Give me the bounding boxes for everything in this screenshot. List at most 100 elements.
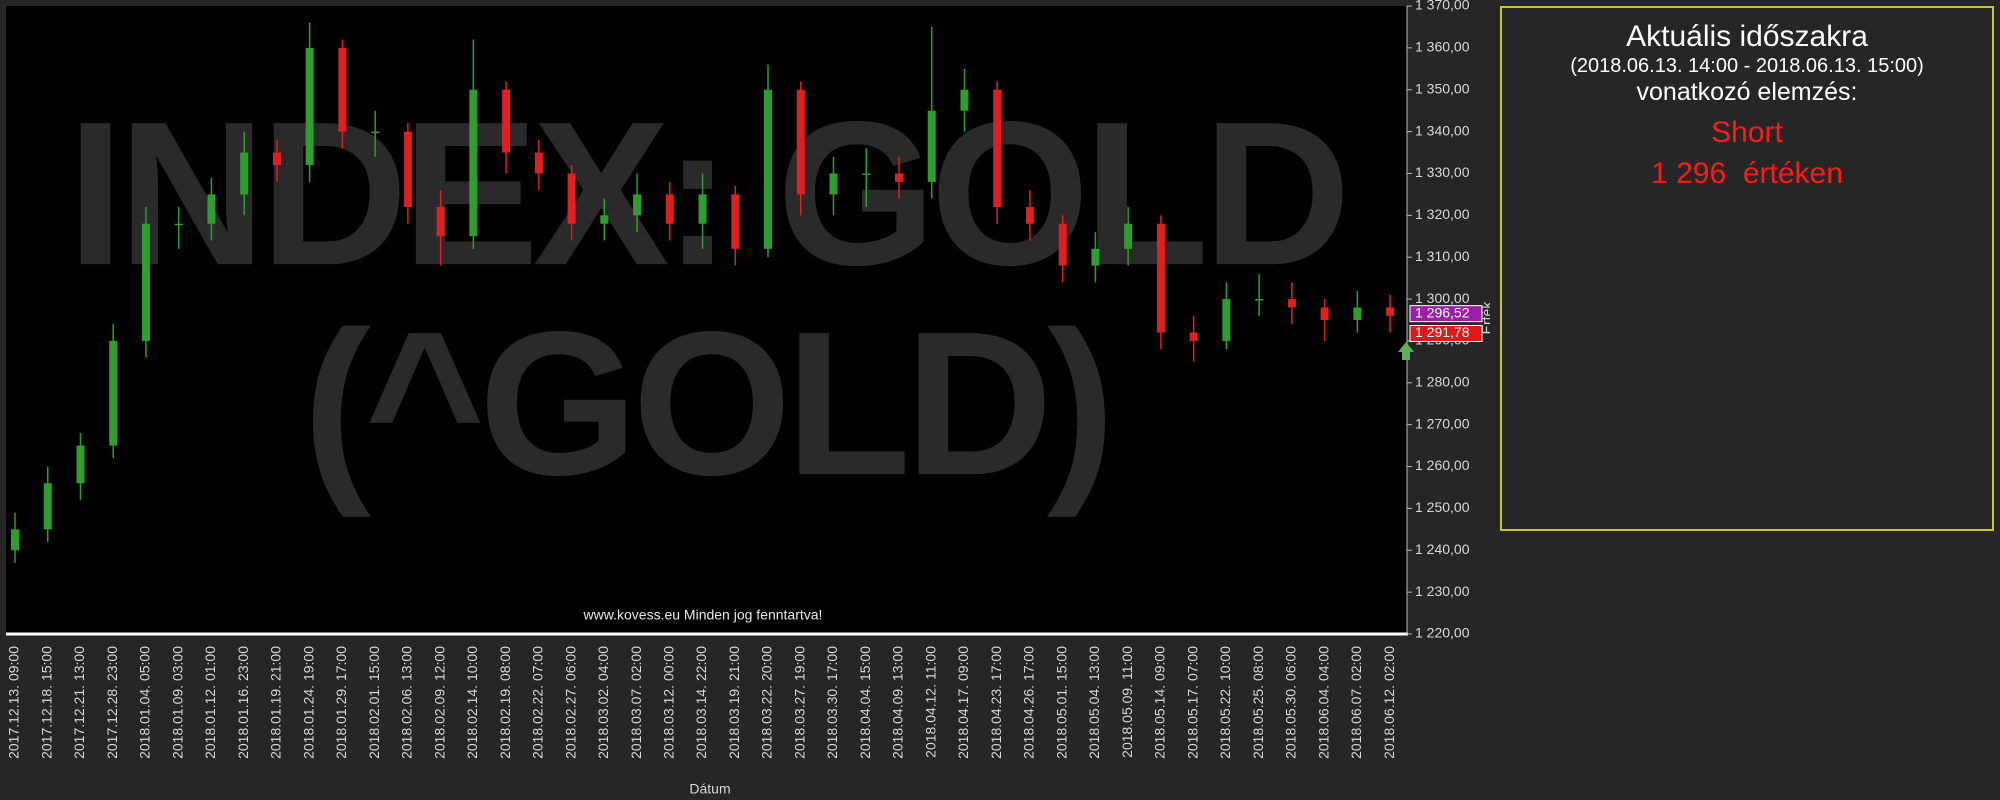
x-tick-label: 2018.01.16. 23:00 (235, 646, 251, 759)
y-tick-label: 1 330,00 (1415, 164, 1470, 180)
y-tick-label: 1 230,00 (1415, 583, 1470, 599)
x-tick-label: 2017.12.13. 09:00 (6, 646, 22, 759)
candle-body (894, 173, 903, 182)
x-tick-label: 2018.01.24. 19:00 (300, 646, 316, 759)
candle-body (272, 152, 281, 166)
candle-body (1091, 248, 1100, 266)
candle-body (665, 194, 674, 224)
candle-body (1124, 223, 1133, 249)
candle-body (76, 445, 85, 484)
y-tick-label: 1 310,00 (1415, 248, 1470, 264)
candle-body (1222, 299, 1231, 341)
candle-body (764, 89, 773, 249)
x-tick-label: 2018.05.01. 15:00 (1053, 646, 1069, 759)
x-tick-label: 2018.04.26. 17:00 (1021, 646, 1037, 759)
watermark: (^GOLD) (303, 289, 1109, 518)
candle-body (469, 89, 478, 237)
candle-body (1255, 299, 1264, 301)
x-tick-label: 2018.02.06. 13:00 (399, 646, 415, 759)
candle-body (338, 47, 347, 132)
panel-level: 1 296 értéken (1651, 156, 1843, 190)
x-tick-label: 2018.03.22. 20:00 (759, 646, 775, 759)
y-tick-label: 1 350,00 (1415, 80, 1470, 96)
y-tick-label: 1 240,00 (1415, 541, 1470, 557)
y-axis-title: Érték (1479, 301, 1490, 335)
x-tick-label: 2018.05.14. 09:00 (1152, 646, 1168, 759)
y-tick-label: 1 250,00 (1415, 499, 1470, 515)
y-tick-label: 1 370,00 (1415, 0, 1470, 13)
x-tick-label: 2017.12.18. 15:00 (38, 646, 54, 759)
x-tick-label: 2018.02.09. 12:00 (431, 646, 447, 759)
candle-body (993, 89, 1002, 207)
footer: www.kovess.eu Minden jog fenntartva! (583, 607, 823, 623)
x-tick-label: 2018.05.04. 13:00 (1086, 646, 1102, 759)
signal-arrow (1398, 342, 1414, 360)
price-marker (1409, 305, 1483, 323)
candle-body (1320, 307, 1329, 320)
candle-body (207, 194, 216, 224)
candle-body (1386, 307, 1395, 316)
price-marker (1409, 324, 1483, 342)
candle-body (1025, 206, 1034, 224)
candle-body (502, 89, 511, 153)
candle-body (240, 152, 249, 195)
candle-body (109, 340, 118, 446)
x-tick-label: 2017.12.21. 13:00 (71, 646, 87, 759)
y-tick-label: 1 220,00 (1415, 625, 1470, 641)
x-tick-label: 2018.06.04. 04:00 (1315, 646, 1331, 759)
candle-body (1058, 223, 1067, 266)
x-tick-label: 2018.03.14. 22:00 (693, 646, 709, 759)
x-tick-label: 2018.05.17. 07:00 (1184, 646, 1200, 759)
candle-body (1287, 299, 1296, 308)
x-tick-label: 2018.03.12. 00:00 (661, 646, 677, 759)
candle-body (141, 223, 150, 341)
candle-body (403, 131, 412, 207)
x-tick-label: 2017.12.28. 23:00 (104, 646, 120, 759)
x-tick-label: 2018.01.19. 21:00 (268, 646, 284, 759)
x-tick-label: 2018.03.02. 04:00 (595, 646, 611, 759)
y-tick-label: 1 340,00 (1415, 122, 1470, 138)
candle-body (731, 194, 740, 249)
candle-body (960, 89, 969, 111)
y-tick-label: 1 300,00 (1415, 290, 1470, 306)
watermark: INDEX: GOLD (67, 79, 1345, 308)
x-tick-label: 2018.02.01. 15:00 (366, 646, 382, 759)
panel-subtitle: vonatkozó elemzés: (1636, 77, 1858, 106)
candle-body (43, 483, 52, 530)
x-tick-label: 2018.04.12. 11:00 (922, 646, 938, 758)
panel-period: (2018.06.13. 14:00 - 2018.06.13. 15:00) (1570, 54, 1924, 77)
y-tick-label: 1 270,00 (1415, 415, 1470, 431)
candle-body (633, 194, 642, 216)
candle-body (862, 173, 871, 175)
x-tick-label: 2018.06.07. 02:00 (1348, 646, 1364, 759)
x-tick-label: 2018.01.09. 03:00 (169, 646, 185, 759)
price-marker-label: 1 296,52 (1415, 304, 1470, 320)
candle-body (174, 223, 183, 226)
y-tick-label: 1 360,00 (1415, 39, 1470, 55)
x-tick-label: 2018.04.04. 15:00 (857, 646, 873, 759)
x-tick-label: 2018.04.23. 17:00 (988, 646, 1004, 759)
candles (11, 22, 1395, 563)
x-tick-label: 2018.02.27. 06:00 (562, 646, 578, 759)
panel-title: Aktuális időszakra (1626, 20, 1868, 53)
x-tick-label: 2018.03.30. 17:00 (824, 646, 840, 759)
price-marker-label: 1 291,78 (1415, 324, 1470, 340)
panel-signal: Short (1711, 116, 1783, 150)
x-tick-label: 2018.01.04. 05:00 (137, 646, 153, 759)
x-tick-label: 2018.01.12. 01:00 (202, 646, 218, 759)
x-tick-label: 2018.02.14. 10:00 (464, 646, 480, 759)
candle-body (600, 215, 609, 224)
x-tick-label: 2018.04.17. 09:00 (955, 646, 971, 759)
x-tick-label: 2018.01.29. 17:00 (333, 646, 349, 759)
candle-body (567, 173, 576, 224)
candle-body (829, 173, 838, 195)
chart: INDEX: GOLD (^GOLD) www.kovess.eu Minden… (6, 0, 1490, 797)
candle-body (371, 131, 380, 134)
x-tick-label: 2018.05.25. 08:00 (1250, 646, 1266, 759)
candle-body (11, 529, 19, 551)
x-tick-label: 2018.03.07. 02:00 (628, 646, 644, 759)
candle-body (305, 47, 314, 166)
x-tick-label: 2018.03.19. 21:00 (726, 646, 742, 759)
candle-body (1189, 332, 1198, 341)
